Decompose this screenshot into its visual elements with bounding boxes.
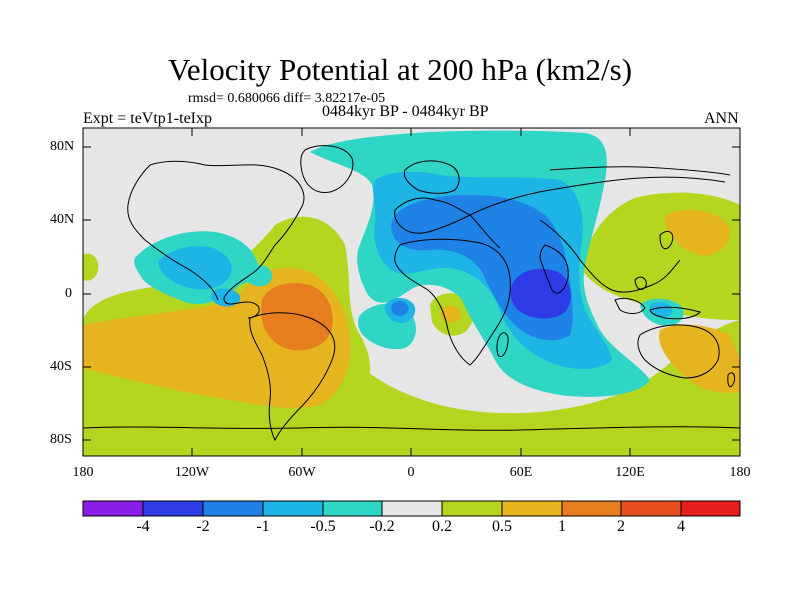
colorbar-label: -0.2 — [369, 518, 395, 535]
colorbar-box-7 — [441, 500, 503, 517]
colorbar-box-5 — [322, 500, 383, 517]
field-pos02-west-pacific — [83, 253, 99, 281]
field-neg1-maritime — [649, 302, 673, 318]
coastlines — [83, 145, 740, 442]
lon-tick-label: 60W — [288, 465, 316, 480]
colorbar-label: -4 — [136, 518, 150, 535]
field-pos05-atlantic — [441, 305, 461, 323]
colorbar-box-10 — [620, 500, 682, 517]
lat-tick-label: 0 — [65, 286, 72, 301]
lon-tick-label: 120E — [615, 465, 645, 480]
colorbar-box-6 — [381, 500, 443, 517]
left-string: Expt = teVtp1-teIxp — [83, 110, 212, 127]
colorbar-label: 0.5 — [492, 518, 512, 535]
colorbar-label: 0.2 — [432, 518, 452, 535]
colorbar-label: 1 — [558, 518, 566, 535]
colorbar — [82, 500, 741, 517]
lon-tick-label: 180 — [729, 465, 751, 480]
colorbar-label: -1 — [256, 518, 270, 535]
right-string: ANN — [704, 110, 739, 127]
lon-tick-label: 120W — [174, 465, 210, 480]
lon-tick-label: 60E — [509, 465, 533, 480]
lon-tick-label: 180 — [72, 465, 94, 480]
field-neg05-gulf — [244, 265, 273, 287]
colorbar-label: -0.5 — [310, 518, 336, 535]
colorbar-box-11 — [680, 500, 741, 517]
field-pos05-australia — [659, 324, 740, 393]
colorbar-label: 2 — [617, 518, 625, 535]
colorbar-label: -2 — [196, 518, 210, 535]
field-neg1-gulf — [211, 288, 241, 307]
colorbar-box-4 — [262, 500, 324, 517]
center-string: 0484kyr BP - 0484kyr BP — [322, 103, 489, 120]
lon-tick-label: 0 — [407, 465, 415, 480]
field-pos05-east — [665, 209, 730, 256]
field-neg4-core — [510, 268, 571, 319]
plot-title: Velocity Potential at 200 hPa (km2/s) — [167, 52, 633, 87]
field-neg1-northamerica — [158, 246, 232, 290]
lat-tick-label: 40S — [50, 359, 72, 374]
axis-ticks — [83, 128, 740, 456]
stats-string: rmsd= 0.680066 diff= 3.82217e-05 — [188, 91, 386, 106]
lat-tick-label: 80S — [50, 432, 72, 447]
colorbar-box-1 — [82, 500, 144, 517]
colorbar-label: 4 — [677, 518, 685, 535]
colorbar-box-9 — [561, 500, 622, 517]
colorbar-box-8 — [501, 500, 563, 517]
colorbar-box-2 — [142, 500, 204, 517]
field-pos1-amazon — [261, 283, 333, 351]
colorbar-box-3 — [202, 500, 264, 517]
field-neg2-atlantic-eq — [391, 300, 409, 316]
lat-tick-label: 40N — [50, 212, 75, 227]
map-field — [83, 128, 740, 456]
lat-tick-label: 80N — [50, 139, 75, 154]
